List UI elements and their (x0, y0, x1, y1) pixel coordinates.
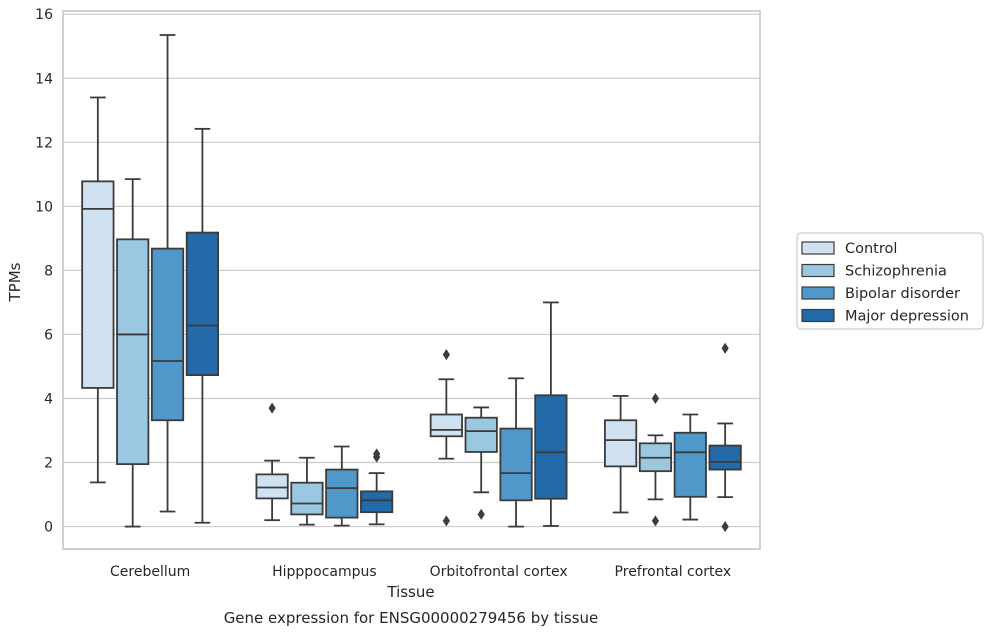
x-tick-label: Prefrontal cortex (615, 564, 732, 580)
box-bipolar-disorder (673, 413, 707, 521)
x-tick-label: Orbitofrontal cortex (430, 564, 568, 580)
box-schizophrenia (638, 392, 673, 527)
box-iqr (429, 413, 463, 438)
plot-border (62, 10, 761, 550)
tick-labels: 0 2 4 6 8 10 12 14 16 Cerebellum Hipppocampus Orbit… (35, 7, 731, 580)
outlier-point (721, 521, 729, 533)
box-bipolar-disorder (499, 377, 533, 528)
box-iqr (255, 473, 289, 500)
y-tick-label: 8 (44, 263, 53, 279)
plot-frame (62, 10, 761, 550)
box-bipolar-disorder (150, 34, 185, 513)
legend-swatch (801, 263, 835, 278)
chart-caption: Gene expression for ENSG00000279456 by t… (224, 609, 599, 627)
box-major-depression (534, 301, 568, 527)
y-axis-title: TPMs (6, 262, 24, 302)
y-tick-label: 2 (44, 456, 53, 472)
box-schizophrenia (464, 406, 498, 520)
box-iqr (604, 419, 638, 468)
box-iqr (673, 431, 707, 498)
box-iqr (464, 416, 498, 453)
legend-box (796, 232, 984, 330)
box-control (81, 96, 115, 484)
box-schizophrenia (116, 178, 150, 528)
box-iqr (150, 247, 185, 422)
outlier-point (373, 451, 381, 463)
outlier-point (651, 392, 660, 404)
legend: Control Schizophrenia Bipolar disorder Majo… (796, 232, 984, 330)
x-tick-label: Hipppocampus (272, 564, 377, 580)
outlier-point (651, 515, 660, 527)
y-tick-label: 4 (44, 391, 53, 407)
x-tick-label: Cerebellum (110, 564, 190, 580)
box-iqr (81, 180, 115, 389)
plot-boxes (81, 34, 742, 533)
outlier-point (442, 349, 450, 361)
legend-label: Schizophrenia (845, 264, 947, 280)
y-tick-label: 12 (35, 135, 53, 151)
box-major-depression (185, 127, 219, 524)
outlier-point (721, 342, 729, 354)
box-control (604, 395, 638, 514)
box-major-depression (708, 342, 742, 533)
box-iqr (290, 481, 324, 516)
box-bipolar-disorder (325, 445, 359, 527)
box-control (255, 402, 289, 522)
outlier-point (442, 515, 450, 527)
legend-swatch (801, 286, 835, 300)
box-iqr (708, 444, 742, 471)
box-iqr (534, 394, 568, 500)
box-iqr (185, 231, 219, 377)
y-tick-label: 16 (35, 7, 53, 23)
box-major-depression (360, 448, 394, 526)
outlier-point (477, 508, 485, 520)
box-iqr (499, 427, 533, 502)
box-control (429, 349, 463, 527)
legend-label: Control (845, 241, 897, 257)
x-axis-title: Tissue (386, 583, 434, 601)
box-iqr (325, 468, 359, 519)
y-tick-label: 14 (35, 71, 53, 87)
box-schizophrenia (290, 456, 324, 526)
legend-swatch (801, 241, 835, 255)
box-iqr (116, 238, 150, 466)
legend-label: Bipolar disorder (845, 286, 960, 302)
legend-swatch (801, 308, 835, 323)
y-tick-label: 0 (44, 520, 53, 536)
y-tick-label: 6 (44, 327, 53, 343)
y-tick-label: 10 (35, 199, 53, 215)
legend-label: Major depression (845, 309, 969, 325)
outlier-point (268, 402, 276, 414)
box-iqr (360, 490, 394, 514)
